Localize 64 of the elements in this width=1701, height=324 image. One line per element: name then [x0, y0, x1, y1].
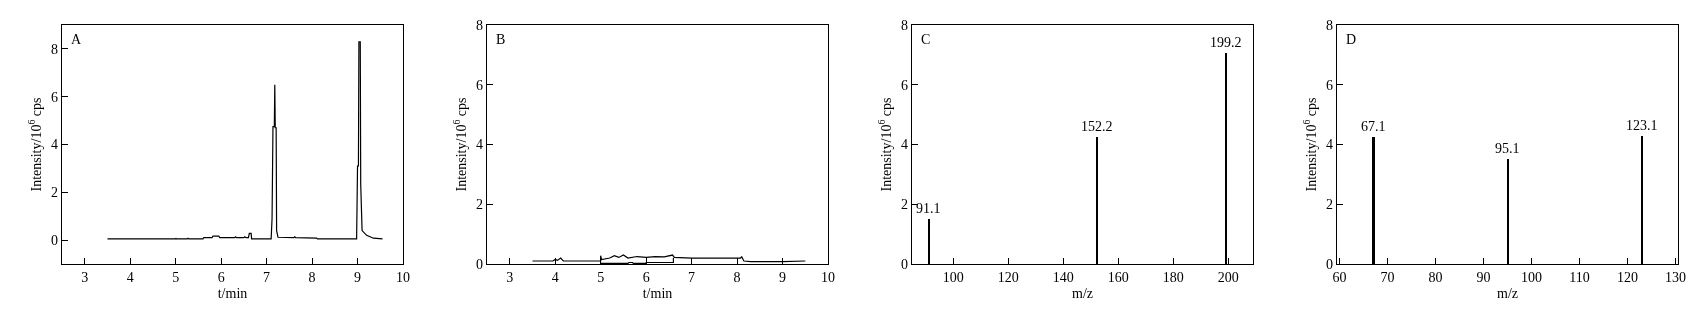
y-tick-label: 6: [51, 89, 58, 105]
y-tick-label: 0: [476, 256, 483, 272]
x-tick-label: 70: [1380, 270, 1395, 285]
y-tick-label: 2: [476, 197, 483, 213]
y-tick-label: 8: [51, 41, 58, 57]
x-tick-label: 8: [733, 270, 741, 285]
x-tick-label: 10: [821, 270, 835, 285]
y-tick-label: 4: [1326, 137, 1333, 153]
y-tick-label: 0: [1326, 256, 1333, 272]
annotation: B: [496, 32, 506, 47]
x-tick-label: 200: [1217, 270, 1239, 285]
x-tick-label: 8: [308, 270, 316, 285]
x-tick-label: 7: [688, 270, 696, 285]
x-tick-label: 6: [217, 270, 225, 285]
y-tick-label: 4: [51, 137, 58, 153]
x-tick-label: 9: [779, 270, 787, 285]
x-tick-label: 140: [1052, 270, 1074, 285]
y-tick-label: 8: [476, 17, 483, 33]
y-tick-label: 6: [901, 77, 908, 93]
y-tick-label: 4: [476, 137, 483, 153]
x-tick-label: 120: [1617, 270, 1639, 285]
x-axis-title: t/min: [642, 286, 673, 302]
annotation: 67.1: [1361, 119, 1386, 134]
y-tick-label: 8: [901, 17, 908, 33]
annotation: 152.2: [1081, 119, 1113, 134]
y-tick-label: 6: [476, 77, 483, 93]
annotation: 91.1: [916, 201, 941, 216]
annotation: 123.1: [1626, 118, 1658, 133]
x-tick-label: 7: [263, 270, 271, 285]
y-tick-label: 2: [1326, 197, 1333, 213]
x-tick-label: 100: [942, 270, 964, 285]
x-tick-label: 9: [354, 270, 362, 285]
x-axis-title: m/z: [1497, 286, 1518, 302]
x-tick-label: 160: [1107, 270, 1129, 285]
x-tick-label: 4: [126, 270, 134, 285]
x-tick-label: 5: [172, 270, 180, 285]
y-tick-label: 2: [901, 197, 908, 213]
y-tick-label: 4: [901, 137, 908, 153]
x-tick-label: 130: [1665, 270, 1687, 285]
x-tick-label: 60: [1332, 270, 1347, 285]
x-tick-label: 10: [396, 270, 410, 285]
annotation: C: [921, 32, 931, 47]
y-tick-label: 8: [1326, 17, 1333, 33]
x-tick-label: 6: [642, 270, 650, 285]
x-axis-title: t/min: [217, 286, 248, 302]
x-tick-label: 100: [1521, 270, 1543, 285]
x-tick-label: 180: [1162, 270, 1184, 285]
annotation: D: [1346, 32, 1357, 47]
x-tick-label: 3: [81, 270, 89, 285]
annotation: A: [71, 32, 82, 47]
x-tick-label: 3: [506, 270, 514, 285]
x-tick-label: 80: [1428, 270, 1443, 285]
x-tick-label: 5: [597, 270, 605, 285]
x-tick-label: 90: [1476, 270, 1491, 285]
annotation: 95.1: [1495, 141, 1520, 156]
x-tick-label: 4: [551, 270, 559, 285]
x-tick-label: 110: [1569, 270, 1590, 285]
annotation: 199.2: [1210, 35, 1242, 50]
y-tick-label: 0: [901, 256, 908, 272]
y-tick-label: 2: [51, 185, 58, 201]
x-tick-label: 120: [997, 270, 1019, 285]
y-tick-label: 0: [51, 233, 58, 248]
x-axis-title: m/z: [1072, 286, 1093, 302]
y-tick-label: 6: [1326, 77, 1333, 93]
